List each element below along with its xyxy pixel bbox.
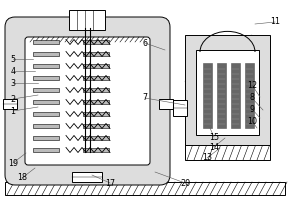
Bar bbox=[83, 88, 109, 92]
Text: 13: 13 bbox=[202, 154, 212, 162]
FancyBboxPatch shape bbox=[25, 37, 150, 165]
Bar bbox=[33, 52, 59, 56]
Bar bbox=[33, 76, 59, 80]
Text: 5: 5 bbox=[11, 54, 16, 64]
Bar bbox=[159, 99, 173, 109]
Bar bbox=[231, 63, 240, 128]
Bar bbox=[83, 124, 109, 128]
Bar bbox=[33, 64, 59, 68]
Bar bbox=[83, 136, 109, 140]
FancyBboxPatch shape bbox=[5, 17, 170, 185]
Bar bbox=[33, 124, 59, 128]
Bar bbox=[83, 112, 109, 116]
Text: 2: 2 bbox=[11, 95, 16, 104]
Bar bbox=[185, 144, 270, 160]
Text: 20: 20 bbox=[180, 178, 190, 188]
Bar bbox=[33, 88, 59, 92]
Bar bbox=[217, 63, 226, 128]
Bar bbox=[33, 100, 59, 104]
Text: 11: 11 bbox=[270, 18, 280, 26]
Text: 12: 12 bbox=[247, 80, 257, 90]
Bar bbox=[173, 100, 187, 116]
Text: 6: 6 bbox=[142, 38, 148, 47]
Bar bbox=[33, 112, 59, 116]
Bar bbox=[5, 182, 285, 195]
Bar bbox=[185, 35, 270, 145]
Bar bbox=[83, 64, 109, 68]
Bar bbox=[3, 99, 17, 109]
Bar bbox=[83, 76, 109, 80]
Text: 18: 18 bbox=[17, 173, 27, 182]
Bar bbox=[83, 100, 109, 104]
Text: 4: 4 bbox=[11, 66, 16, 75]
Text: 14: 14 bbox=[209, 142, 219, 152]
Bar bbox=[83, 52, 109, 56]
Text: 19: 19 bbox=[8, 158, 18, 168]
Text: 7: 7 bbox=[142, 94, 148, 102]
Bar bbox=[83, 40, 109, 44]
Bar bbox=[245, 63, 254, 128]
Text: 3: 3 bbox=[11, 78, 16, 88]
Bar bbox=[33, 136, 59, 140]
Bar bbox=[69, 10, 105, 30]
Bar bbox=[33, 40, 59, 44]
Text: 9: 9 bbox=[249, 104, 255, 114]
Bar bbox=[203, 63, 212, 128]
Text: 8: 8 bbox=[250, 94, 254, 102]
Bar bbox=[33, 148, 59, 152]
Text: 10: 10 bbox=[247, 116, 257, 126]
Bar bbox=[83, 148, 109, 152]
Text: 17: 17 bbox=[105, 178, 115, 188]
Text: 15: 15 bbox=[209, 132, 219, 142]
Text: 1: 1 bbox=[11, 106, 16, 116]
Bar bbox=[72, 172, 102, 182]
Bar bbox=[196, 50, 259, 135]
